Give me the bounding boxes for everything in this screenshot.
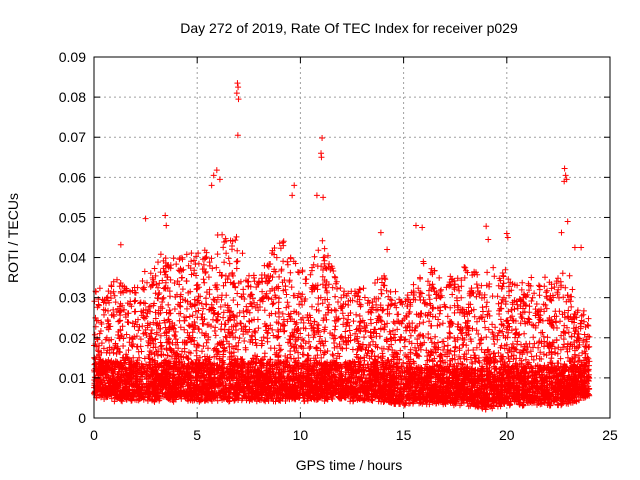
- axis-ticks: 0 5 10 15 20 25 0 0.01 0.02 0.03 0.04 0.05 0.06 0.07 0…: [59, 49, 618, 443]
- chart-title: Day 272 of 2019, Rate Of TEC Index for r…: [180, 20, 518, 36]
- y-axis-label: ROTI / TECUs: [5, 193, 21, 283]
- outlier-point: [291, 182, 298, 189]
- outlier-point: [561, 178, 568, 185]
- outlier-point: [210, 172, 217, 179]
- outlier-point: [485, 236, 492, 243]
- y-tick-label: 0.01: [59, 370, 86, 386]
- outlier-point: [578, 244, 585, 251]
- outlier-point: [384, 246, 391, 253]
- y-tick-label: 0: [78, 410, 86, 426]
- outlier-point: [377, 229, 384, 236]
- outlier-point: [142, 215, 149, 222]
- outlier-point: [234, 80, 241, 87]
- outlier-point: [320, 194, 327, 201]
- outlier-point: [412, 222, 419, 229]
- outlier-point: [213, 167, 220, 174]
- data-points: [91, 80, 593, 413]
- outlier-point: [504, 234, 511, 241]
- outlier-point: [483, 223, 490, 230]
- y-tick-label: 0.02: [59, 330, 86, 346]
- outlier-point: [562, 172, 569, 179]
- x-axis-label: GPS time / hours: [296, 457, 403, 473]
- x-tick-label: 15: [396, 427, 412, 443]
- y-tick-label: 0.06: [59, 169, 86, 185]
- outlier-point: [163, 222, 170, 229]
- plot-frame: [93, 56, 611, 419]
- outlier-point: [561, 165, 568, 172]
- outlier-point: [571, 244, 578, 251]
- x-tick-label: 10: [293, 427, 309, 443]
- y-tick-label: 0.09: [59, 49, 86, 65]
- outlier-point: [162, 212, 169, 219]
- outlier-point: [234, 132, 241, 139]
- y-tick-label: 0.07: [59, 129, 86, 145]
- outlier-point: [235, 96, 242, 103]
- outlier-point: [503, 230, 510, 237]
- y-tick-label: 0.05: [59, 209, 86, 225]
- x-tick-label: 25: [602, 427, 618, 443]
- outlier-point: [564, 218, 571, 225]
- outlier-point: [216, 176, 223, 183]
- outlier-point: [313, 192, 320, 199]
- scatter-cloud: [91, 231, 593, 413]
- x-tick-label: 0: [90, 427, 98, 443]
- outlier-point: [419, 224, 426, 231]
- x-tick-label: 5: [193, 427, 201, 443]
- outlier-point: [318, 154, 325, 161]
- y-tick-label: 0.08: [59, 89, 86, 105]
- outlier-point: [319, 135, 326, 142]
- y-tick-label: 0.04: [59, 250, 86, 266]
- outlier-point: [235, 84, 242, 91]
- outlier-point: [208, 182, 215, 189]
- outlier-point: [558, 229, 565, 236]
- y-tick-label: 0.03: [59, 290, 86, 306]
- outlier-point: [117, 241, 124, 248]
- outlier-point: [289, 192, 296, 199]
- x-tick-label: 20: [499, 427, 515, 443]
- outlier-point: [233, 90, 240, 97]
